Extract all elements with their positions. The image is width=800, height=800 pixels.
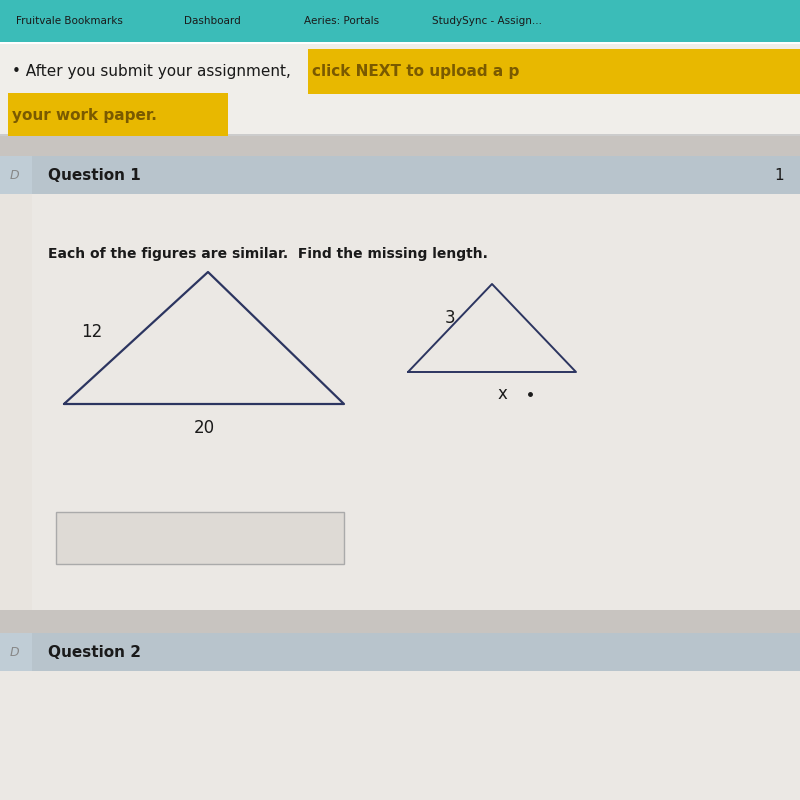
Bar: [0, 42, 800, 44]
Text: click NEXT to upload a p: click NEXT to upload a p: [312, 64, 519, 79]
Bar: [8, 94, 228, 138]
Bar: [32, 671, 800, 800]
Text: Aeries: Portals: Aeries: Portals: [304, 16, 379, 26]
Bar: [0, 0, 800, 42]
Bar: [0, 134, 800, 136]
Bar: [0, 194, 800, 610]
Bar: [32, 156, 800, 194]
Text: Each of the figures are similar.  Find the missing length.: Each of the figures are similar. Find th…: [48, 247, 488, 262]
Bar: [0, 44, 800, 136]
Text: your work paper.: your work paper.: [12, 108, 157, 123]
Bar: [0, 671, 800, 800]
Text: Question 2: Question 2: [48, 645, 141, 659]
Bar: [32, 633, 800, 671]
Text: x: x: [498, 385, 507, 402]
Text: Dashboard: Dashboard: [184, 16, 241, 26]
Text: • After you submit your assignment,: • After you submit your assignment,: [12, 64, 296, 79]
Text: 1: 1: [774, 168, 784, 182]
Text: D: D: [10, 646, 19, 658]
Text: Fruitvale Bookmarks: Fruitvale Bookmarks: [16, 16, 123, 26]
Bar: [0, 156, 32, 194]
Text: D: D: [10, 169, 19, 182]
Text: 20: 20: [194, 419, 214, 437]
Bar: [0, 610, 800, 633]
Text: StudySync - Assign...: StudySync - Assign...: [432, 16, 542, 26]
Bar: [32, 194, 800, 610]
Text: 3: 3: [445, 310, 456, 327]
Text: 12: 12: [82, 323, 102, 341]
Bar: [56, 512, 344, 564]
Text: Question 1: Question 1: [48, 168, 141, 182]
Bar: [0, 633, 32, 671]
Bar: [308, 49, 800, 94]
Bar: [0, 136, 800, 156]
